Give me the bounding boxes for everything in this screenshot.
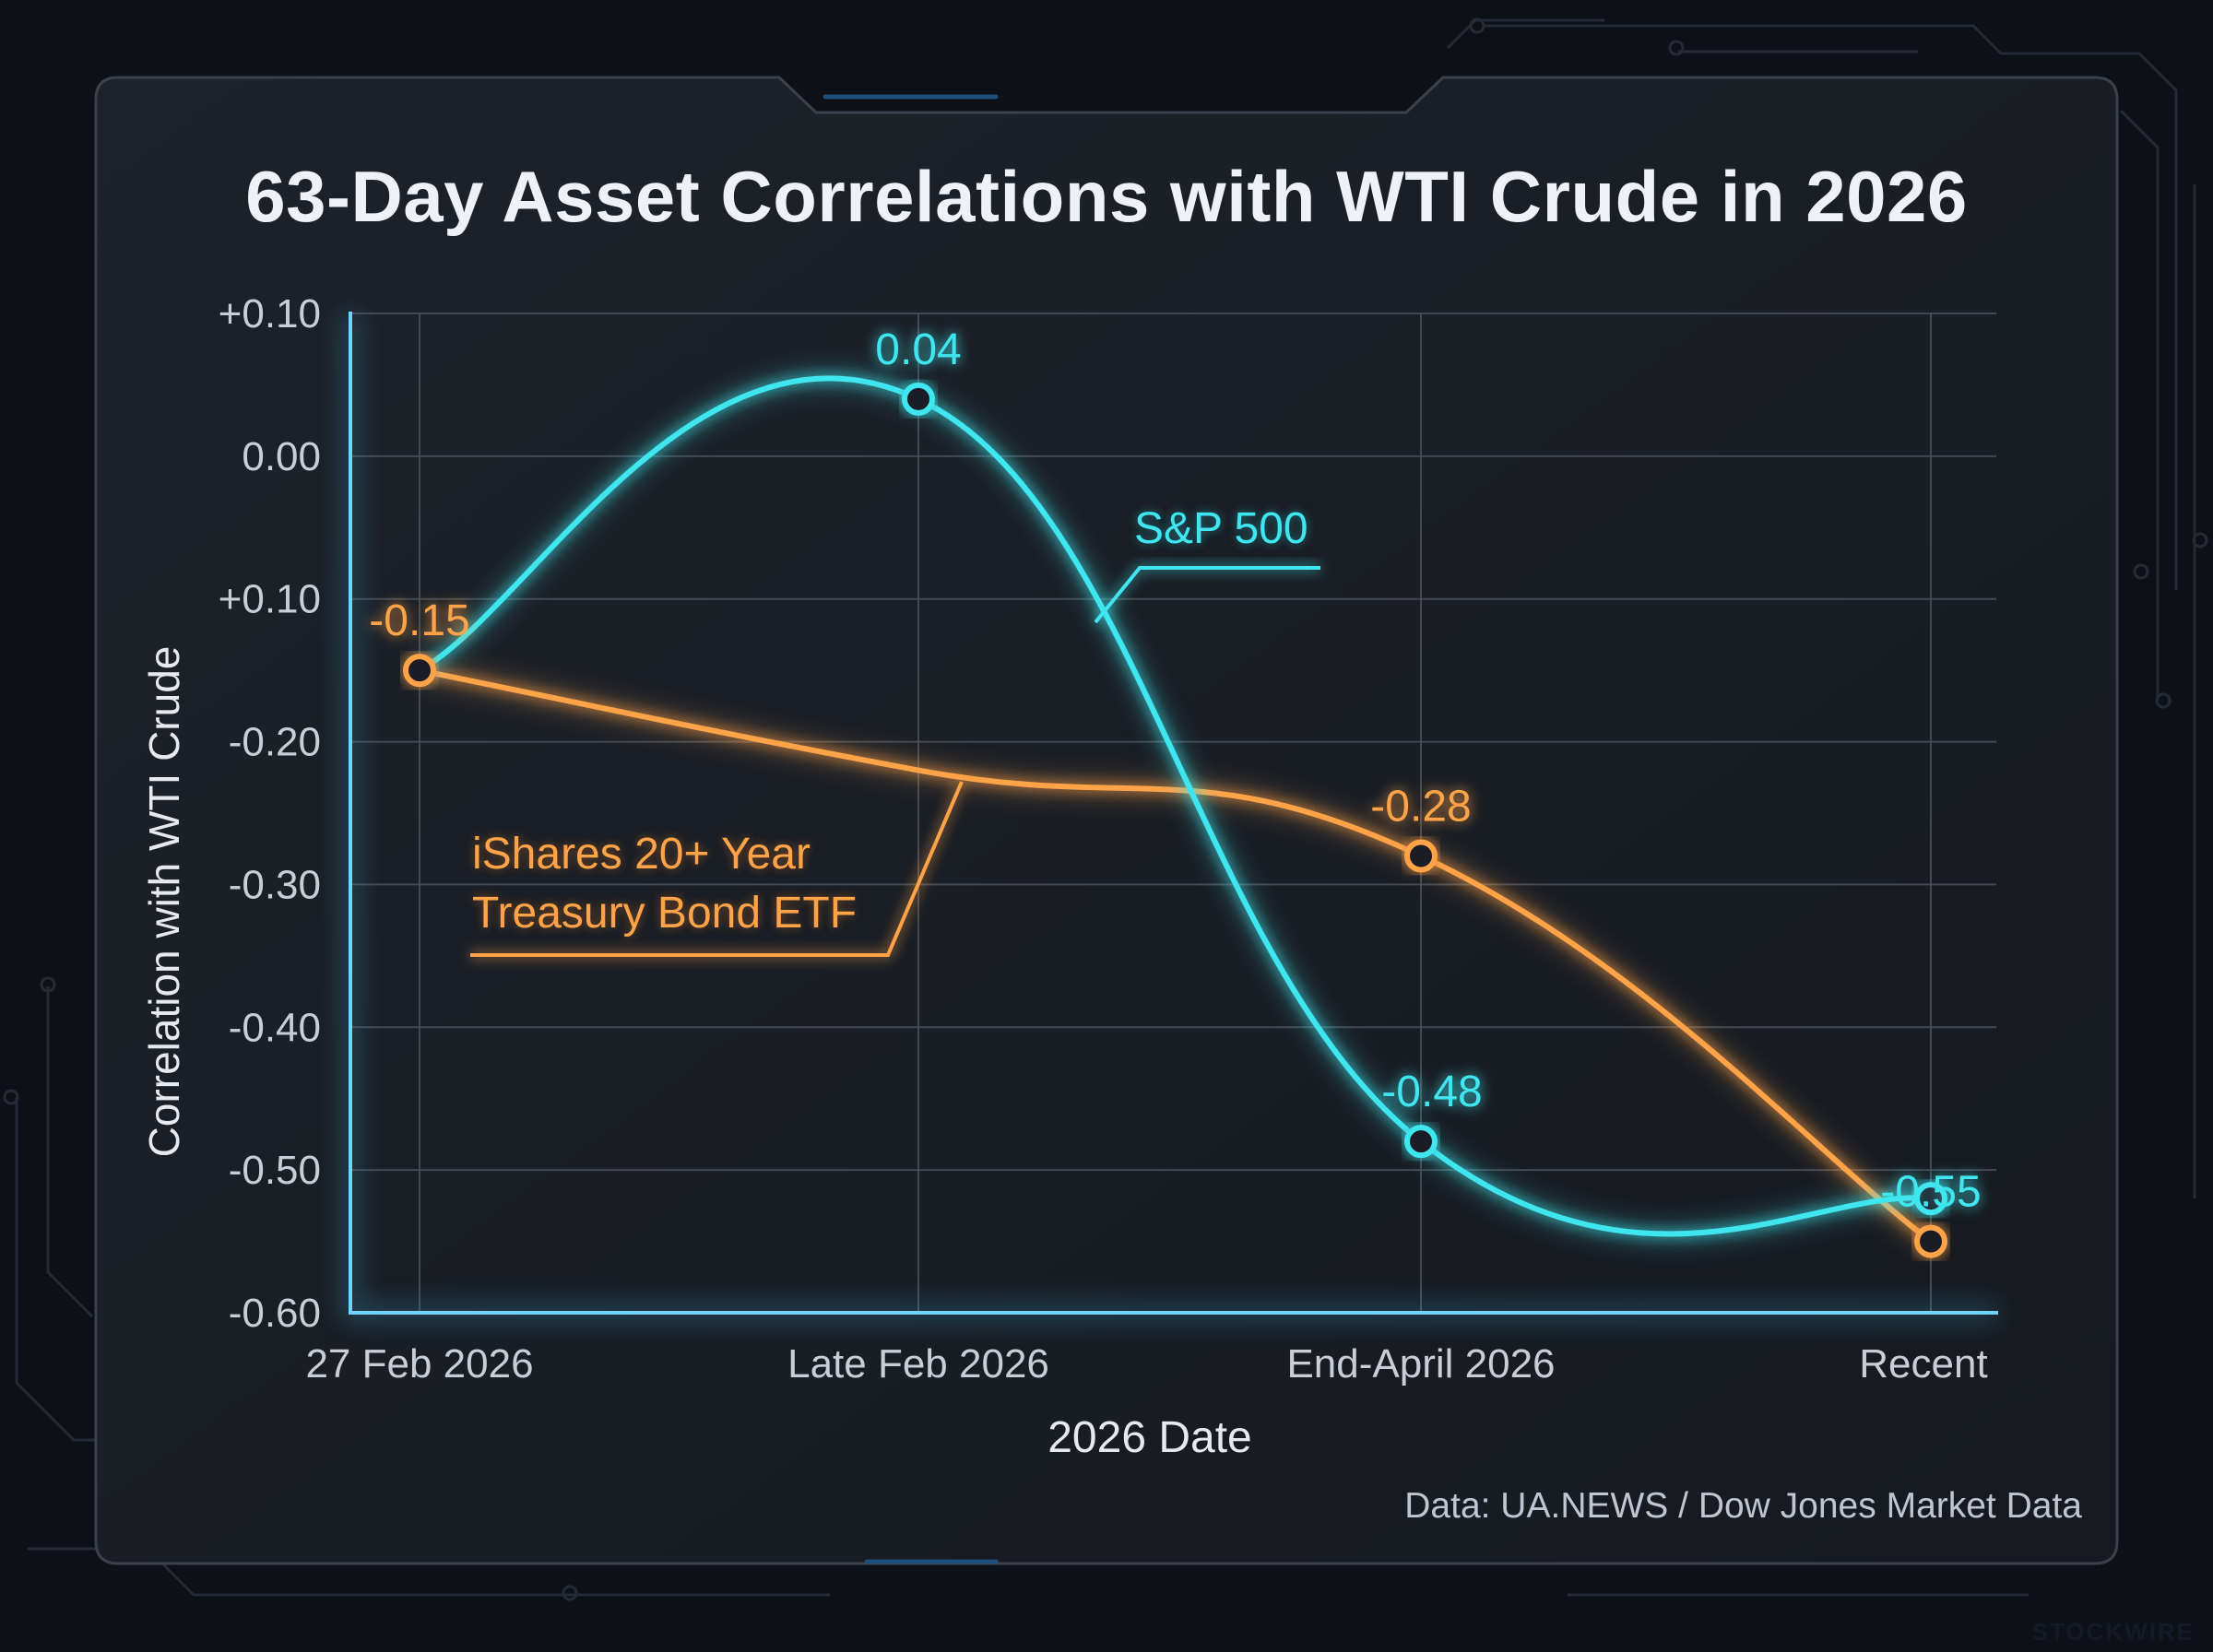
data-label-sp500: -0.55	[1880, 1168, 1981, 1217]
x-tick-labels: 27 Feb 2026 Late Feb 2026 End-April 2026 Re…	[305, 1341, 1987, 1386]
series-lines	[403, 371, 1947, 1258]
legend-label-bond-etf: iShares 20+ Year Treasury Bond ETF	[472, 825, 857, 943]
y-tick-label: -0.20	[229, 720, 321, 765]
legend-label-sp500: S&P 500	[1134, 504, 1308, 553]
x-tick-label: 27 Feb 2026	[305, 1341, 533, 1386]
x-tick-label: Recent	[1859, 1341, 1987, 1386]
legend-label-bond-etf-line-2: Treasury Bond ETF	[472, 889, 858, 938]
grid-lines	[350, 313, 1996, 1313]
data-label-bond-etf: -0.28	[1370, 782, 1471, 831]
data-point-sp500	[1404, 1125, 1438, 1159]
axis-line	[349, 312, 1998, 1315]
chart-title: 63-Day Asset Correlations with WTI Crude…	[245, 156, 1968, 237]
y-axis-title: Correlation with WTI Crude	[140, 645, 188, 1158]
leader-line-sp500	[1094, 566, 1320, 624]
data-point-bond-etf	[1404, 839, 1438, 873]
decorative-circuit-lines	[3, 18, 2208, 1601]
chart-panel	[94, 76, 2119, 1565]
data-label-sp500: -0.48	[1381, 1068, 1482, 1116]
y-tick-label: 0.00	[242, 434, 321, 479]
data-label-sp500: 0.04	[875, 325, 961, 374]
data-point-sp500	[902, 382, 935, 416]
panel-accent-bars	[66, 73, 2143, 1564]
data-labels: 0.04 -0.48 -0.55 -0.15 -0.28	[369, 325, 1981, 1217]
legend-label-bond-etf-line-1: iShares 20+ Year	[472, 830, 811, 879]
data-point-bond-etf	[403, 654, 436, 688]
series-line-sp500	[417, 375, 1934, 1237]
y-tick-label: -0.60	[229, 1291, 321, 1336]
watermark: STOCKWIRE	[2031, 1618, 2195, 1646]
y-tick-labels: +0.10 0.00 +0.10 -0.20 -0.30 -0.40 -0.50 -0.60	[219, 291, 321, 1336]
axes	[346, 312, 1998, 1317]
data-point-bond-etf	[1914, 1224, 1947, 1258]
leader-line-bond-etf	[470, 781, 964, 957]
y-tick-label: +0.10	[219, 577, 321, 622]
x-axis-title: 2026 Date	[1047, 1413, 1252, 1462]
y-tick-label: -0.40	[229, 1005, 321, 1050]
data-point-sp500	[1914, 1182, 1947, 1216]
series-leader-lines	[470, 566, 1320, 957]
y-tick-label: -0.50	[229, 1148, 321, 1193]
x-tick-label: Late Feb 2026	[787, 1341, 1049, 1386]
y-tick-label: +0.10	[219, 291, 321, 336]
source-note: Data: UA.NEWS / Dow Jones Market Data	[1404, 1486, 2082, 1526]
data-label-bond-etf: -0.15	[369, 596, 469, 645]
y-tick-label: -0.30	[229, 862, 321, 907]
x-tick-label: End-April 2026	[1286, 1341, 1555, 1386]
